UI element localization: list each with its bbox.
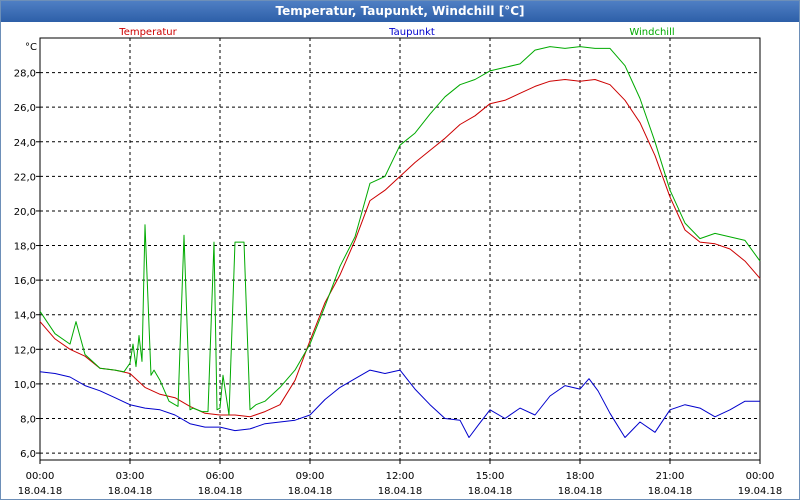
- y-tick-label: 18,0: [14, 242, 36, 253]
- y-tick-label: 26,0: [14, 103, 36, 114]
- legend-temperatur: Temperatur: [118, 27, 177, 38]
- x-tick-date: 18.04.18: [468, 486, 513, 497]
- y-tick-label: 20,0: [14, 207, 36, 218]
- series-line-temperatur: [39, 79, 761, 418]
- y-tick-label: 14,0: [14, 311, 36, 322]
- series-line-taupunkt: [39, 369, 760, 438]
- y-tick-label: 6,0: [20, 449, 36, 460]
- x-tick-time: 09:00: [296, 471, 325, 482]
- grid: [40, 38, 760, 460]
- axes: °C 6,0 8,0 10,0 12,0 14,0 16,0 18,0 20,0 22,0 24,…: [14, 42, 783, 497]
- x-tick-time: 03:00: [116, 471, 145, 482]
- y-tick-label: 28,0: [14, 69, 36, 80]
- y-axis-label: °C: [25, 42, 37, 53]
- x-tick-time: 12:00: [386, 471, 415, 482]
- window-title: Temperatur, Taupunkt, Windchill [°C]: [1, 1, 799, 22]
- y-tick-label: 16,0: [14, 276, 36, 287]
- x-tick-time: 00:00: [746, 471, 775, 482]
- x-tick-time: 00:00: [26, 471, 55, 482]
- y-tick-label: 10,0: [14, 380, 36, 391]
- x-tick-date: 18.04.18: [558, 486, 603, 497]
- x-tick-date: 19.04.18: [738, 486, 783, 497]
- x-tick-date: 18.04.18: [108, 486, 153, 497]
- series-lines: [39, 46, 761, 438]
- x-tick-time: 15:00: [476, 471, 505, 482]
- series-line-windchill: [39, 46, 761, 416]
- y-tick-label: 22,0: [14, 172, 36, 183]
- x-tick-time: 06:00: [206, 471, 235, 482]
- y-tick-label: 24,0: [14, 138, 36, 149]
- legend: Temperatur Taupunkt Windchill: [118, 27, 674, 38]
- x-tick-date: 18.04.18: [288, 486, 333, 497]
- x-tick-time: 21:00: [656, 471, 685, 482]
- y-tick-label: 8,0: [20, 414, 36, 425]
- x-tick-date: 18.04.18: [378, 486, 423, 497]
- x-tick-date: 18.04.18: [18, 486, 63, 497]
- y-tick-label: 12,0: [14, 345, 36, 356]
- x-tick-time: 18:00: [566, 471, 595, 482]
- x-tick-date: 18.04.18: [648, 486, 693, 497]
- legend-windchill: Windchill: [629, 27, 674, 38]
- x-tick-date: 18.04.18: [198, 486, 243, 497]
- legend-taupunkt: Taupunkt: [388, 27, 435, 38]
